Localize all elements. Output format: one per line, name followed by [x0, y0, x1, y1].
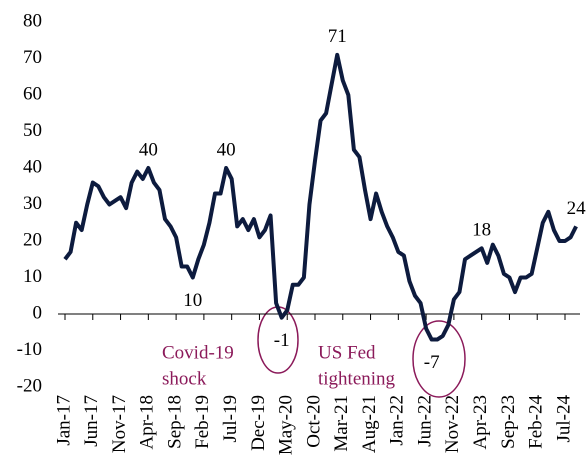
y-tick-label: 10	[23, 266, 42, 287]
x-tick-label: Jul-24	[553, 395, 574, 443]
y-tick-label: 0	[33, 302, 43, 323]
y-tick-label: 30	[23, 193, 42, 214]
annotation: Covid-19	[162, 342, 234, 363]
data-label: 24	[567, 198, 587, 219]
x-tick-label: Apr-23	[470, 395, 491, 450]
x-tick-label: Apr-18	[137, 395, 158, 450]
x-tick-label: Sep-23	[498, 395, 519, 449]
y-tick-label: -10	[17, 339, 42, 360]
x-tick-label: Oct-20	[303, 395, 324, 448]
fed-circle	[412, 320, 466, 398]
data-label: -7	[424, 352, 440, 373]
x-tick-label: Jul-19	[220, 395, 241, 443]
data-label: -1	[274, 330, 290, 351]
x-tick-label: Mar-21	[331, 395, 352, 452]
x-tick-label: Jan-22	[387, 395, 408, 446]
annotation: shock	[162, 368, 207, 389]
x-tick-label: May-20	[276, 395, 297, 455]
x-tick-label: Feb-19	[192, 395, 213, 449]
data-label: 71	[328, 26, 347, 47]
x-tick-label: Jun-17	[81, 395, 102, 447]
y-tick-label: 40	[23, 156, 42, 177]
data-label: 18	[472, 220, 491, 241]
annotation: tightening	[318, 368, 396, 389]
x-tick-label: Nov-22	[442, 395, 463, 453]
y-tick-label: 70	[23, 47, 42, 68]
x-tick-label: Jun-22	[414, 395, 435, 447]
y-tick-label: -20	[17, 375, 42, 396]
x-tick-label: Aug-21	[359, 395, 380, 453]
data-label: 10	[183, 290, 202, 311]
data-label: 40	[217, 139, 236, 160]
line	[63, 52, 578, 342]
x-tick-label: Dec-19	[248, 395, 269, 451]
x-tick-label: Sep-18	[164, 395, 185, 449]
y-tick-label: 60	[23, 83, 42, 104]
x-tick-label: Nov-17	[109, 395, 130, 453]
y-tick-label: 80	[23, 10, 42, 31]
y-tick-label: 50	[23, 120, 42, 141]
annotation: US Fed	[318, 342, 376, 363]
y-tick-label: 20	[23, 229, 42, 250]
x-tick-label: Jan-17	[53, 395, 74, 446]
x-tick-label: Feb-24	[526, 395, 547, 449]
data-label: 40	[139, 139, 158, 160]
